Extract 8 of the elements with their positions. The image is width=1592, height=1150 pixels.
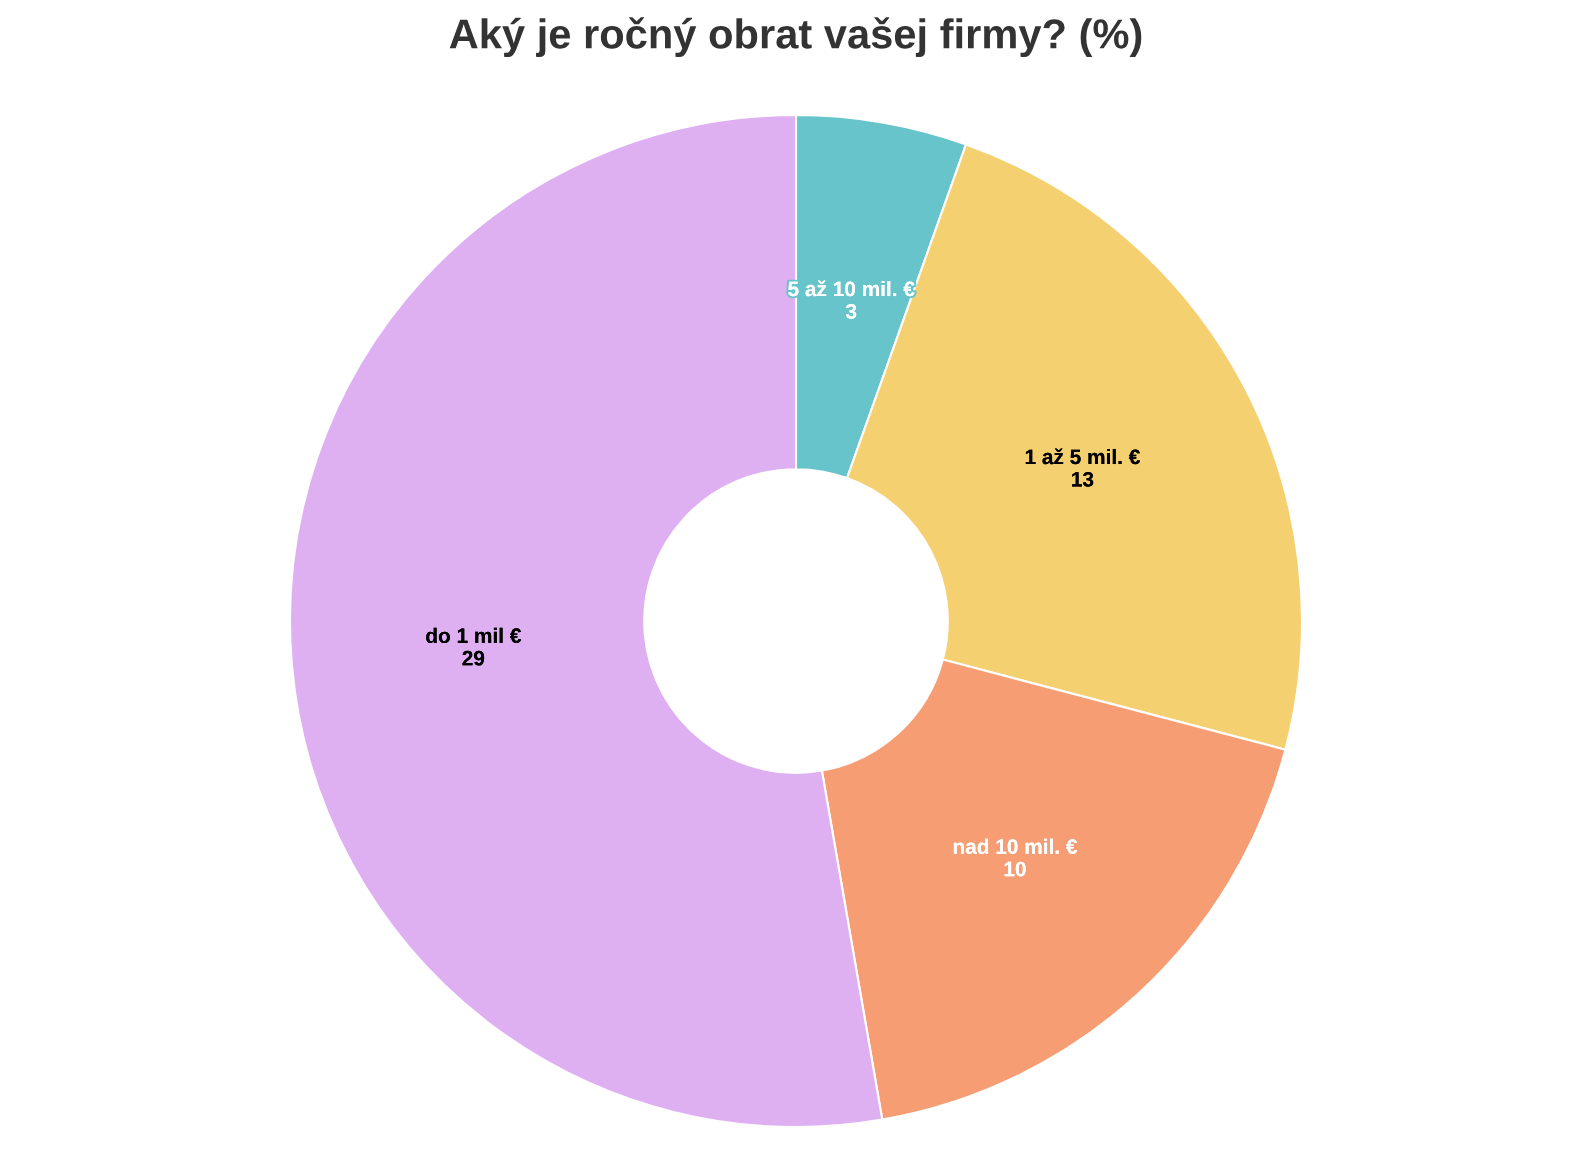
data-label: 3 xyxy=(845,303,857,319)
data-label: 29 xyxy=(462,650,485,666)
slice-label: do 1 mil € xyxy=(426,627,522,644)
slice-label: nad 10 mil. € xyxy=(953,838,1078,854)
data-label: 10 xyxy=(1004,861,1026,877)
data-label: 13 xyxy=(1072,471,1094,487)
slice-label: 1 až 5 mil. € xyxy=(1025,448,1140,465)
chart-title: Aký je ročný obrat vašej firmy? (%) xyxy=(449,17,1142,57)
